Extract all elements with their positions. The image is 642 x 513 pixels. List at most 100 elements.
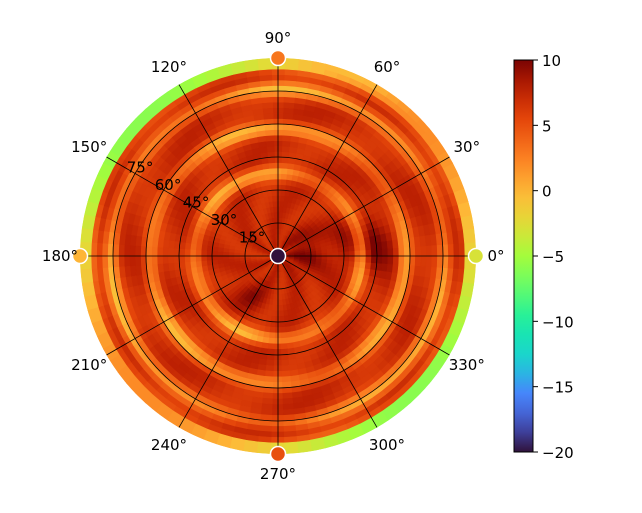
- heatmap-cell: [151, 255, 158, 266]
- heatmap-cell: [414, 255, 422, 267]
- heatmap-cell: [145, 255, 153, 266]
- heatmap-cell: [431, 255, 438, 268]
- heatmap-cell: [123, 255, 131, 268]
- heatmap-cell: [354, 249, 361, 257]
- heatmap-cell: [211, 251, 218, 257]
- heatmap-cell: [376, 248, 383, 257]
- heatmap-cell: [262, 107, 274, 115]
- heatmap-cell: [112, 244, 120, 257]
- heatmap-cell: [282, 392, 294, 400]
- angle-tick-label: 300°: [369, 436, 405, 454]
- heatmap-cell: [195, 255, 202, 263]
- angle-tick-label: 0°: [487, 247, 504, 265]
- heatmap-cell: [468, 228, 476, 243]
- heatmap-cell: [233, 252, 240, 257]
- heatmap-cell: [359, 261, 367, 269]
- heatmap-cell: [118, 255, 125, 268]
- heatmap-cell: [370, 248, 378, 257]
- heatmap-cell: [282, 107, 294, 115]
- angle-grid-line: [106, 255, 279, 356]
- heatmap-cell: [140, 255, 147, 266]
- heatmap-cell: [279, 200, 285, 208]
- colorbar-tick-label: 5: [542, 117, 552, 135]
- heatmap-cell: [281, 134, 291, 142]
- heatmap-cell: [96, 243, 103, 257]
- heatmap-cell: [266, 151, 275, 158]
- heatmap-cell: [349, 250, 356, 257]
- heatmap-cell: [262, 397, 274, 405]
- colorbar-tick-label: −5: [542, 248, 564, 266]
- heatmap-cell: [156, 247, 164, 257]
- heatmap-cell: [359, 249, 367, 257]
- heatmap-cell: [262, 392, 274, 400]
- heatmap-cell: [184, 242, 192, 251]
- heatmap-cell: [354, 255, 361, 263]
- heatmap-cell: [338, 255, 345, 261]
- angle-tick-labels: 0° 30° 60° 90° 120° 150° 180° 210° 240° 270° 300° 3…: [42, 29, 505, 483]
- heatmap-cell: [392, 247, 400, 257]
- heatmap-cell: [425, 244, 433, 257]
- heatmap-cell: [381, 255, 389, 264]
- heatmap-cell: [217, 247, 224, 253]
- heatmap-cell: [447, 243, 455, 257]
- angle-tick-label: 210°: [71, 356, 107, 374]
- heatmap-cell: [338, 251, 345, 257]
- angle-tick-label: 180°: [42, 247, 78, 265]
- heatmap-cell: [134, 255, 142, 267]
- heatmap-cell: [134, 245, 142, 257]
- heatmap-cell: [256, 447, 272, 454]
- colorbar: 10 5 0 −5 −10 −15 −20: [513, 52, 574, 462]
- heatmap-cell: [112, 255, 120, 268]
- heatmap-cell: [284, 447, 300, 454]
- heatmap-cell: [458, 242, 466, 257]
- heatmap-cell: [279, 195, 285, 202]
- heatmap-cell: [282, 381, 293, 389]
- heatmap-cell: [269, 326, 276, 334]
- heatmap-cell: [310, 255, 317, 260]
- heatmap-cell: [365, 249, 372, 257]
- heatmap-cell: [337, 259, 345, 266]
- heatmap-cell: [267, 162, 276, 169]
- heatmap-cell: [327, 255, 334, 261]
- heatmap-cell: [200, 250, 207, 257]
- heatmap-cell: [365, 255, 372, 263]
- heatmap-cell: [265, 140, 275, 147]
- radial-tick-labels: 15°30°45°60°75°: [127, 159, 266, 247]
- heatmap-cell: [195, 249, 202, 257]
- heatmap-cell: [279, 189, 286, 197]
- heatmap-cell: [280, 178, 287, 186]
- heatmap-cell: [268, 167, 276, 175]
- heatmap-cell: [453, 255, 460, 269]
- heatmap-cell: [403, 246, 411, 257]
- angle-tick-label: 270°: [260, 465, 296, 483]
- heatmap-cell: [118, 244, 125, 257]
- colorbar-tick-label: 0: [542, 183, 552, 201]
- heatmap-cell: [271, 304, 277, 312]
- heatmap-cell: [332, 251, 339, 257]
- heatmap-cell: [398, 246, 405, 257]
- heatmap-cell: [266, 354, 275, 361]
- heatmap-cell: [265, 370, 275, 378]
- heatmap-cell: [269, 173, 276, 180]
- heatmap-cell: [145, 246, 153, 257]
- angle-grid-line: [178, 84, 279, 257]
- heatmap-cell: [200, 255, 207, 262]
- heatmap-cell: [265, 365, 275, 372]
- heatmap-cell: [189, 243, 197, 251]
- polar-grid: [80, 58, 476, 454]
- heatmap-cell: [101, 255, 109, 269]
- heatmap-cell: [90, 255, 98, 270]
- angle-grid-line: [277, 255, 450, 356]
- heatmap-cell: [184, 249, 191, 257]
- heatmap-cell: [359, 255, 367, 263]
- heatmap-cell: [281, 151, 290, 158]
- heatmap-cell: [90, 242, 98, 257]
- radial-tick-label: 30°: [211, 211, 238, 229]
- heatmap-cell: [269, 178, 276, 186]
- heatmap-cell: [281, 365, 291, 372]
- heatmap-cell: [266, 359, 275, 367]
- heatmap-cell: [206, 255, 213, 262]
- heatmap-cell: [458, 255, 466, 270]
- heatmap-cell: [80, 228, 88, 243]
